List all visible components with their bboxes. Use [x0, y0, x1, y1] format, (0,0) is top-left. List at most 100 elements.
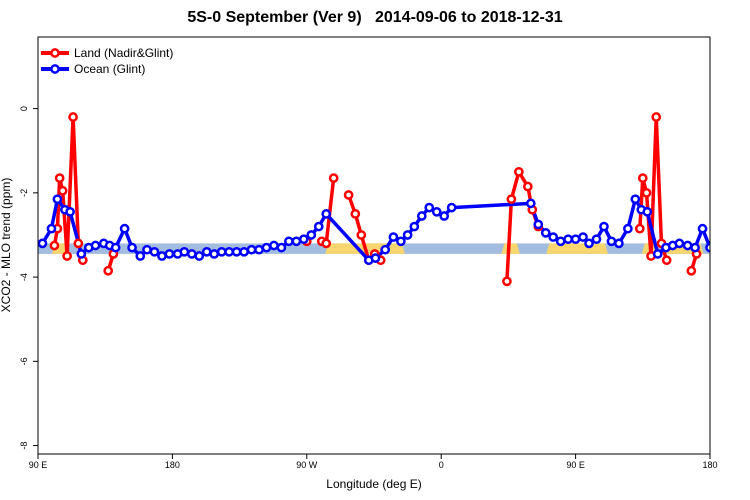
land-point [522, 181, 533, 192]
ocean-point [424, 202, 435, 213]
ocean-point [599, 221, 609, 232]
ocean-point [439, 211, 450, 221]
chart-title: 5S-0 September (Ver 9) 2014-09-06 to 201… [187, 9, 563, 26]
ocean-point [231, 246, 242, 257]
ocean-point [606, 236, 617, 247]
ocean-point [306, 230, 317, 240]
ocean-point [416, 211, 427, 221]
ocean-point [380, 244, 391, 255]
ocean-point [201, 246, 212, 257]
land-point [651, 112, 662, 122]
ocean-point [216, 246, 227, 257]
y-tick-label: 0 [19, 106, 29, 111]
ocean-point [630, 194, 641, 205]
ocean-point [284, 236, 294, 247]
plot-frame [37, 36, 711, 455]
ocean-point [525, 198, 536, 209]
land-point [321, 238, 332, 249]
ocean-point [298, 234, 309, 245]
x-tick-label: 90 E [29, 460, 48, 470]
ocean-point [209, 249, 220, 259]
land-point [54, 173, 65, 183]
x-tick-label: 90 E [566, 460, 585, 470]
land-point [328, 173, 339, 183]
ocean-point [239, 246, 249, 257]
ocean-point [584, 238, 594, 249]
land-point [356, 230, 367, 240]
ocean-point [402, 230, 413, 240]
ocean-point [157, 251, 167, 261]
ocean-point [591, 234, 602, 245]
x-tick-label: 180 [702, 460, 717, 470]
ocean-point [246, 244, 257, 255]
ocean-point [135, 251, 146, 261]
x-tick-label: 90 W [296, 460, 318, 470]
land-point [343, 190, 354, 200]
ocean-point [194, 251, 205, 261]
ocean-point [90, 240, 101, 251]
ocean-point [642, 206, 653, 217]
ocean-point [276, 242, 287, 253]
land-point [506, 194, 517, 205]
y-tick-label: -4 [19, 273, 29, 281]
ocean-point [291, 236, 302, 247]
ocean-point [179, 246, 190, 257]
ocean-point [149, 246, 160, 257]
ocean-point [555, 236, 566, 247]
ocean-point [446, 202, 457, 213]
ocean-point [142, 244, 152, 255]
axes: 90 E 180 90 W 0 90 E 180 0 -2 -4 -6 -8 [19, 106, 718, 470]
land-point [641, 187, 652, 198]
ocean-point [652, 249, 663, 259]
land-point [637, 173, 648, 183]
series-layer [38, 112, 743, 287]
land-series-line [52, 115, 85, 262]
ocean-point [714, 252, 721, 259]
land-point [68, 112, 78, 122]
land-band-segment [546, 243, 608, 254]
land-band-segment [501, 243, 520, 254]
ocean-point [570, 234, 581, 245]
ocean-point [38, 238, 48, 249]
ocean-point [186, 249, 197, 259]
ocean-point [690, 242, 700, 253]
ocean-point [46, 223, 57, 234]
y-tick-label: -6 [19, 357, 29, 365]
land-point [62, 251, 72, 261]
ocean-point [254, 244, 264, 255]
ocean-point [110, 242, 121, 253]
ocean-point [697, 223, 708, 234]
ocean-point [119, 223, 130, 234]
y-axis-label: XCO2 - MLO trend (ppm) [0, 178, 13, 313]
land-point [634, 223, 645, 234]
land-point [73, 238, 84, 249]
land-point [350, 209, 361, 219]
ocean-point [682, 240, 693, 251]
legend-marker-land [50, 48, 60, 58]
land-point [49, 240, 60, 251]
ocean-point [674, 238, 685, 249]
ocean-point [76, 249, 87, 259]
land-point [103, 265, 114, 276]
ocean-point [261, 242, 272, 253]
ocean-point [705, 242, 710, 253]
ocean-point [533, 219, 544, 230]
legend-label-land: Land (Nadir&Glint) [74, 46, 173, 60]
ocean-point [623, 223, 633, 234]
ocean-point [396, 236, 406, 247]
ocean-point [721, 246, 728, 253]
ocean-point [52, 194, 63, 205]
ocean-point [548, 232, 559, 242]
ocean-point [540, 228, 551, 238]
ocean-point [224, 246, 234, 257]
ocean-point [736, 252, 743, 259]
ocean-point [164, 249, 175, 259]
x-tick-label: 0 [439, 460, 444, 470]
land-point [57, 185, 68, 196]
y-tick-label: -8 [19, 442, 29, 450]
ocean-point [321, 209, 332, 219]
ocean-point [729, 248, 736, 255]
ocean-point [431, 206, 442, 217]
land-point [686, 265, 697, 276]
